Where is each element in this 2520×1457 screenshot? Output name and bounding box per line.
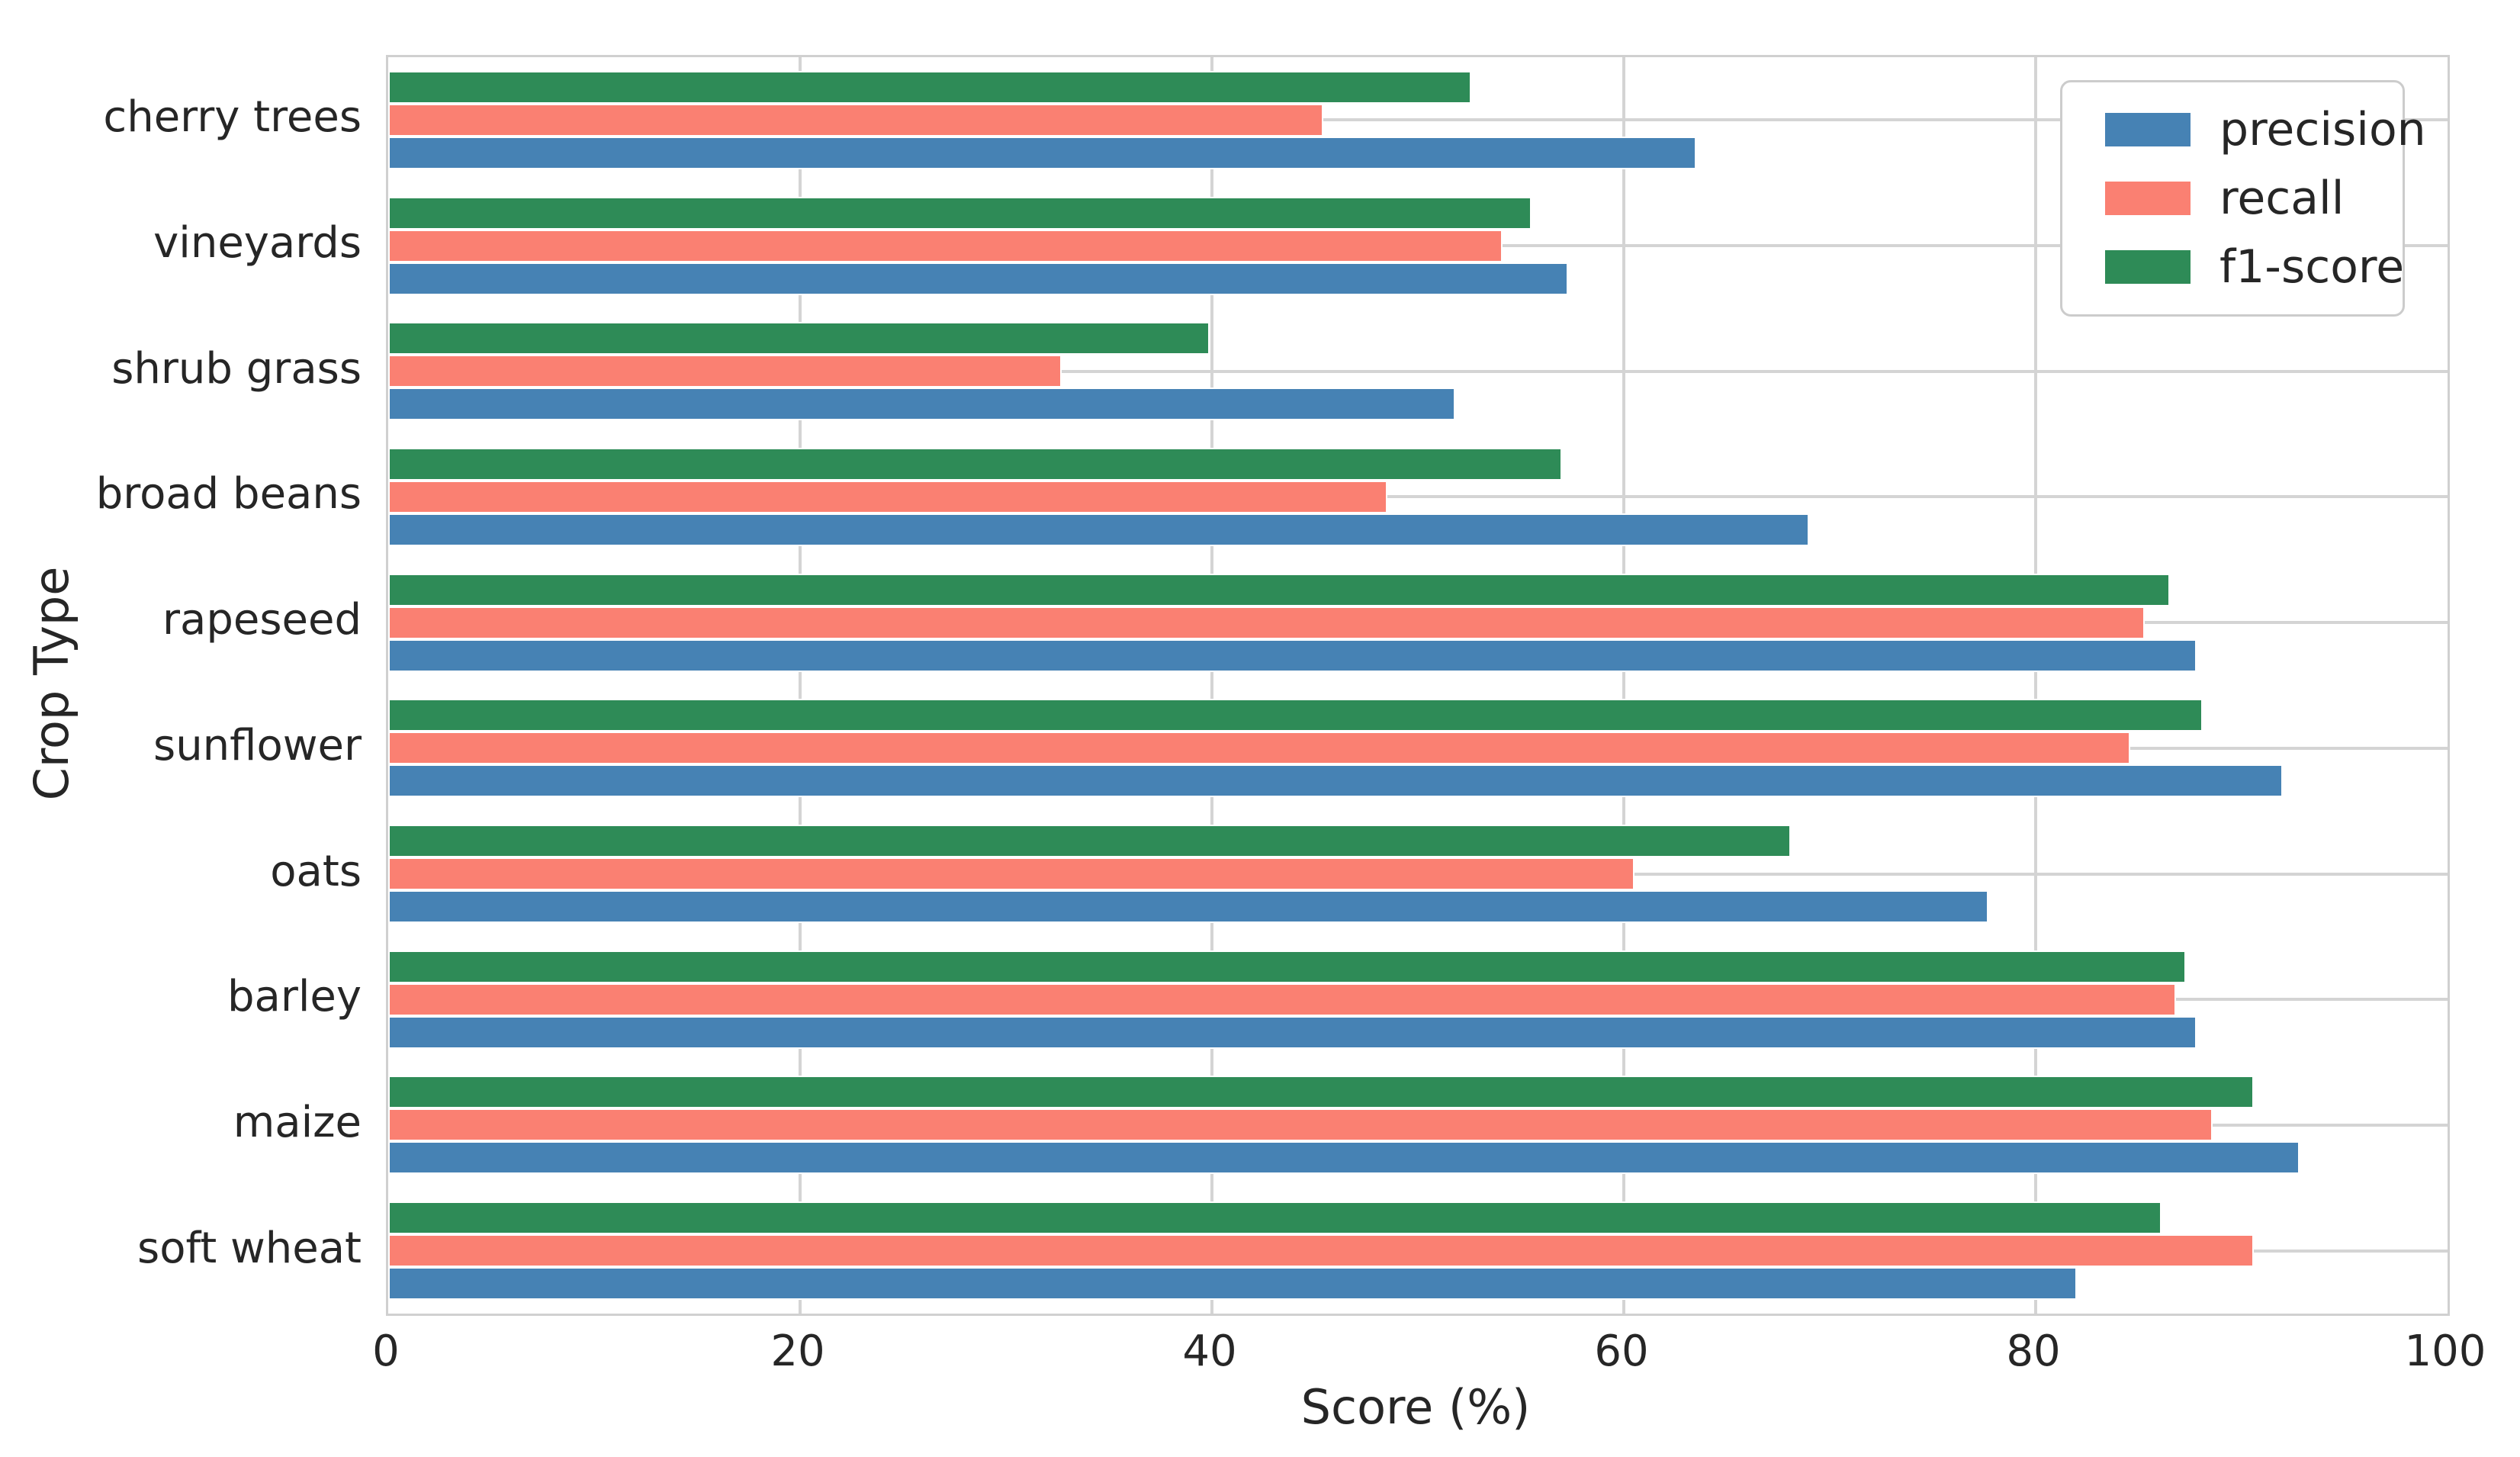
- bar-f1-score: [388, 196, 1532, 230]
- x-axis-title: Score (%): [1300, 1379, 1531, 1435]
- bar-precision: [388, 1141, 2300, 1175]
- x-tick-label: 0: [372, 1327, 400, 1376]
- y-tick-label: vineyards: [153, 218, 362, 269]
- bar-precision: [388, 764, 2283, 798]
- bar-recall: [388, 355, 1062, 388]
- bar-recall: [388, 1108, 2213, 1142]
- bar-recall: [388, 1234, 2255, 1268]
- y-tick-label: sunflower: [153, 720, 362, 770]
- y-tick-label: broad beans: [95, 469, 362, 519]
- legend-label: f1-score: [2219, 240, 2405, 294]
- y-tick-label: maize: [233, 1097, 362, 1147]
- legend-label: precision: [2219, 103, 2426, 156]
- bar-f1-score: [388, 573, 2170, 606]
- x-gridline: [1622, 57, 1625, 1314]
- y-tick-label: barley: [227, 972, 362, 1022]
- bar-recall: [388, 732, 2131, 765]
- bar-recall: [388, 983, 2176, 1016]
- bar-precision: [388, 1267, 2077, 1301]
- bar-f1-score: [388, 322, 1210, 355]
- bar-f1-score: [388, 447, 1562, 481]
- y-axis-title: Crop Type: [24, 566, 79, 801]
- bar-recall: [388, 229, 1503, 262]
- bar-recall: [388, 480, 1387, 513]
- legend-item-f1-score: f1-score: [2105, 240, 2405, 294]
- y-tick-label: soft wheat: [137, 1223, 362, 1273]
- bar-f1-score: [388, 950, 2187, 983]
- bar-recall: [388, 606, 2146, 639]
- x-gridline: [799, 57, 802, 1314]
- x-tick-label: 20: [770, 1327, 825, 1376]
- legend: precision recall f1-score: [2060, 80, 2426, 317]
- bar-f1-score: [388, 1076, 2255, 1109]
- bar-precision: [388, 1015, 2197, 1049]
- bar-f1-score: [388, 825, 1791, 858]
- bar-precision: [388, 136, 1696, 169]
- bar-precision: [388, 388, 1455, 421]
- bar-recall: [388, 103, 1323, 137]
- legend-item-precision: precision: [2105, 102, 2426, 157]
- legend-swatch-icon: [2105, 250, 2191, 284]
- bar-precision: [388, 262, 1569, 295]
- x-tick-label: 60: [1594, 1327, 1649, 1376]
- y-gridline: [388, 495, 2448, 499]
- y-gridline: [388, 369, 2448, 373]
- plot-area: precision recall f1-score: [386, 55, 2450, 1316]
- y-tick-label: rapeseed: [162, 595, 362, 645]
- bar-f1-score: [388, 699, 2203, 732]
- y-tick-label: cherry trees: [103, 92, 362, 143]
- legend-swatch-icon: [2105, 113, 2191, 146]
- bar-precision: [388, 638, 2197, 672]
- bar-precision: [388, 513, 1809, 546]
- legend-swatch-icon: [2105, 182, 2191, 215]
- x-tick-label: 40: [1182, 1327, 1237, 1376]
- bar-f1-score: [388, 70, 1472, 104]
- y-gridline: [388, 118, 2448, 122]
- y-tick-label: oats: [270, 846, 362, 896]
- bar-recall: [388, 857, 1634, 891]
- legend-item-recall: recall: [2105, 171, 2403, 226]
- x-tick-label: 80: [2006, 1327, 2061, 1376]
- x-tick-label: 100: [2404, 1327, 2486, 1376]
- legend-label: recall: [2219, 172, 2345, 225]
- bar-f1-score: [388, 1201, 2162, 1235]
- bar-precision: [388, 890, 1988, 924]
- y-tick-label: shrub grass: [111, 343, 362, 394]
- x-gridline: [1210, 57, 1213, 1314]
- x-gridline: [2034, 57, 2037, 1314]
